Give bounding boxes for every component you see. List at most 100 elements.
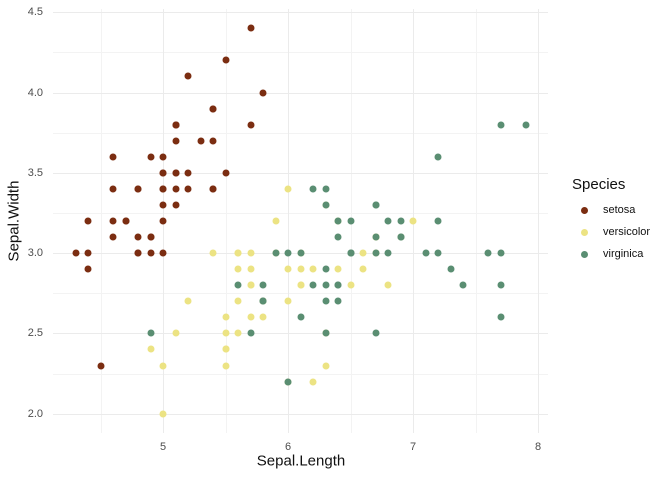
- gridline-major-y: [53, 172, 548, 174]
- data-point-versicolor: [322, 362, 329, 370]
- data-point-versicolor: [222, 329, 229, 337]
- data-point-virginica: [522, 121, 529, 129]
- data-point-virginica: [422, 249, 429, 257]
- data-point-setosa: [147, 233, 154, 241]
- data-point-virginica: [372, 233, 379, 241]
- data-point-versicolor: [247, 265, 254, 273]
- data-point-versicolor: [234, 329, 242, 337]
- data-point-setosa: [109, 185, 117, 193]
- data-point-virginica: [272, 249, 279, 257]
- data-point-setosa: [159, 249, 167, 257]
- x-axis-title: Sepal.Length: [256, 452, 346, 470]
- legend-item-setosa: setosa: [570, 199, 670, 221]
- data-point-versicolor: [209, 249, 217, 257]
- gridline-major-x: [288, 9, 289, 433]
- data-point-virginica: [334, 281, 342, 289]
- data-point-versicolor: [172, 329, 179, 337]
- data-point-virginica: [322, 329, 329, 337]
- data-point-setosa: [184, 72, 192, 80]
- data-point-versicolor: [297, 281, 304, 289]
- y-tick-label: 2.0: [27, 407, 43, 420]
- data-point-virginica: [484, 249, 492, 257]
- data-point-versicolor: [259, 313, 267, 321]
- y-tick-label: 3.0: [27, 247, 43, 260]
- data-point-versicolor: [247, 281, 254, 289]
- data-point-virginica: [459, 281, 467, 289]
- data-point-versicolor: [234, 297, 242, 305]
- data-point-setosa: [172, 121, 179, 129]
- data-point-setosa: [184, 185, 192, 193]
- x-tick-label: 8: [534, 441, 542, 453]
- data-point-versicolor: [147, 345, 154, 353]
- data-point-virginica: [447, 265, 454, 273]
- data-point-setosa: [134, 249, 142, 257]
- data-point-virginica: [322, 265, 329, 273]
- data-point-setosa: [84, 217, 92, 225]
- data-point-virginica: [434, 249, 442, 257]
- data-point-setosa: [209, 185, 217, 193]
- legend-title: Species: [572, 176, 626, 193]
- gridline-minor-y: [53, 52, 548, 54]
- data-point-setosa: [247, 121, 254, 129]
- data-point-setosa: [159, 217, 167, 225]
- x-tick-label: 7: [409, 441, 417, 453]
- data-point-setosa: [84, 265, 92, 273]
- data-point-setosa: [109, 217, 117, 225]
- data-point-versicolor: [247, 313, 254, 321]
- data-point-versicolor: [359, 249, 367, 257]
- data-point-setosa: [172, 137, 179, 145]
- gridline-minor-x: [225, 9, 227, 433]
- data-point-virginica: [497, 281, 504, 289]
- data-point-setosa: [122, 217, 129, 225]
- data-point-setosa: [109, 153, 117, 161]
- data-point-versicolor: [159, 362, 167, 370]
- data-point-virginica: [259, 281, 267, 289]
- data-point-versicolor: [159, 410, 167, 418]
- data-point-versicolor: [222, 362, 229, 370]
- data-point-versicolor: [272, 217, 279, 225]
- gridline-major-y: [53, 413, 548, 415]
- data-point-virginica: [334, 233, 342, 241]
- data-point-virginica: [347, 217, 354, 225]
- data-point-setosa: [172, 169, 179, 177]
- gridline-minor-y: [53, 373, 548, 375]
- data-point-setosa: [222, 56, 229, 64]
- legend-items: setosa versicolor virginica: [570, 199, 670, 265]
- data-point-virginica: [322, 297, 329, 305]
- data-point-setosa: [209, 105, 217, 113]
- data-point-virginica: [322, 185, 329, 193]
- x-tick-label: 5: [159, 441, 167, 453]
- data-point-virginica: [259, 297, 267, 305]
- data-point-virginica: [309, 185, 317, 193]
- gridline-minor-y: [53, 212, 548, 214]
- data-point-versicolor: [409, 217, 417, 225]
- legend-label-setosa: setosa: [603, 204, 636, 216]
- y-axis-title: Sepal.Width: [5, 180, 23, 262]
- data-point-setosa: [134, 185, 142, 193]
- data-point-virginica: [397, 233, 404, 241]
- data-point-virginica: [247, 329, 254, 337]
- data-point-setosa: [184, 169, 192, 177]
- data-point-versicolor: [284, 185, 292, 193]
- gridline-major-y: [53, 92, 548, 94]
- legend-label-virginica: virginica: [603, 248, 644, 260]
- data-point-setosa: [222, 169, 229, 177]
- data-point-versicolor: [284, 265, 292, 273]
- data-point-virginica: [434, 217, 442, 225]
- data-point-virginica: [372, 249, 379, 257]
- data-point-setosa: [84, 249, 92, 257]
- data-point-versicolor: [309, 378, 317, 386]
- data-point-virginica: [384, 249, 392, 257]
- data-point-versicolor: [334, 265, 342, 273]
- data-point-versicolor: [309, 265, 317, 273]
- legend-label-versicolor: versicolor: [603, 226, 651, 238]
- data-point-virginica: [372, 329, 379, 337]
- gridline-minor-y: [53, 132, 548, 134]
- legend-key-dot-setosa: [581, 206, 588, 214]
- data-point-virginica: [284, 249, 292, 257]
- data-point-versicolor: [284, 297, 292, 305]
- data-point-setosa: [247, 24, 254, 32]
- data-point-setosa: [259, 89, 267, 96]
- y-tick-label: 3.5: [27, 166, 43, 179]
